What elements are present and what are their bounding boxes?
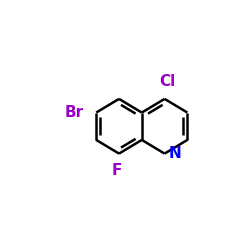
Text: Br: Br [65,105,84,120]
Text: Cl: Cl [159,74,175,89]
Text: N: N [168,146,181,161]
Text: F: F [112,162,122,178]
